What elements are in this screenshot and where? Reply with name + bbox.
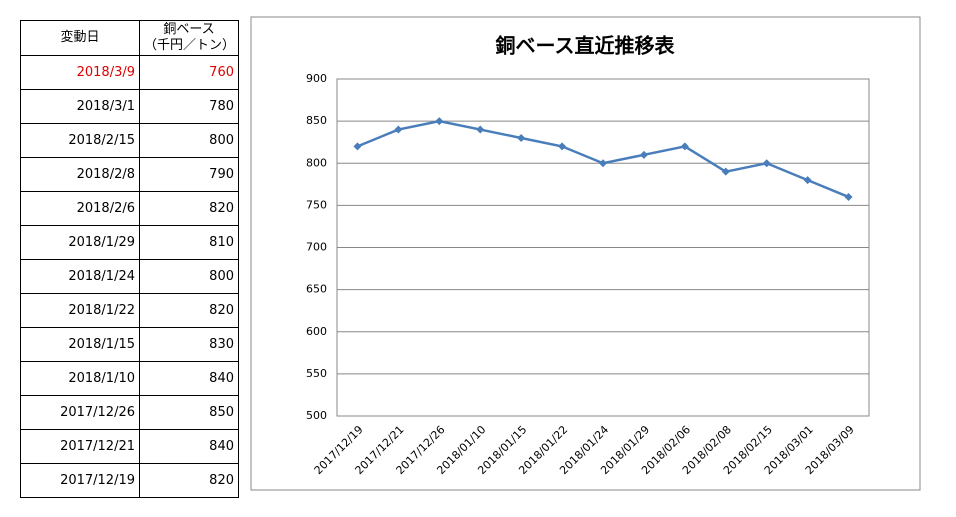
table-row: 2018/3/1 780 bbox=[20, 89, 239, 124]
price-cell: 820 bbox=[139, 463, 239, 498]
price-cell: 830 bbox=[139, 327, 239, 362]
header-line: 銅ベース bbox=[163, 22, 215, 37]
y-tick-label: 800 bbox=[306, 156, 327, 169]
y-tick-label: 550 bbox=[306, 367, 327, 380]
data-point bbox=[803, 176, 812, 185]
date-cell: 2018/2/15 bbox=[20, 123, 140, 158]
date-cell: 2018/1/15 bbox=[20, 327, 140, 362]
header-row: 変動日 銅ベース （千円／トン） bbox=[20, 20, 239, 56]
data-point bbox=[844, 192, 853, 201]
y-tick-label: 650 bbox=[306, 283, 327, 296]
y-tick-label: 500 bbox=[306, 409, 327, 422]
data-point bbox=[639, 150, 648, 159]
price-cell: 800 bbox=[139, 123, 239, 158]
price-cell: 840 bbox=[139, 361, 239, 396]
date-cell: 2017/12/19 bbox=[20, 463, 140, 498]
table-row: 2018/3/9 760 bbox=[20, 55, 239, 90]
table-row: 2017/12/19 820 bbox=[20, 463, 239, 498]
date-cell: 2018/3/1 bbox=[20, 89, 140, 124]
y-tick-label: 700 bbox=[306, 241, 327, 254]
table-row: 2018/2/6 820 bbox=[20, 191, 239, 226]
date-cell: 2017/12/21 bbox=[20, 429, 140, 464]
table-row: 2018/2/15 800 bbox=[20, 123, 239, 158]
data-point bbox=[680, 142, 689, 151]
header-cell: 変動日 bbox=[20, 20, 140, 56]
y-tick-label: 750 bbox=[306, 198, 327, 211]
data-point bbox=[558, 142, 567, 151]
price-cell: 800 bbox=[139, 259, 239, 294]
data-point bbox=[721, 167, 730, 176]
data-point bbox=[762, 159, 771, 168]
y-tick-label: 600 bbox=[306, 325, 327, 338]
date-cell: 2018/2/6 bbox=[20, 191, 140, 226]
table-row: 2018/1/15 830 bbox=[20, 327, 239, 362]
data-point bbox=[476, 125, 485, 134]
chart-frame bbox=[250, 16, 921, 491]
table-row: 2017/12/26 850 bbox=[20, 395, 239, 430]
price-table: 変動日 銅ベース （千円／トン） 2018/3/9 760 2018/3/1 780 20… bbox=[20, 20, 239, 498]
date-cell: 2018/3/9 bbox=[20, 55, 140, 90]
data-point bbox=[517, 133, 526, 142]
data-point bbox=[394, 125, 403, 134]
data-point bbox=[599, 159, 607, 168]
header-cell: 銅ベース （千円／トン） bbox=[139, 20, 239, 56]
data-point bbox=[435, 117, 444, 126]
table-row: 2018/1/24 800 bbox=[20, 259, 239, 294]
price-cell: 790 bbox=[139, 157, 239, 192]
chart-title: 銅ベース直近推移表 bbox=[496, 34, 676, 58]
y-tick-label: 850 bbox=[306, 114, 327, 127]
y-tick-label: 900 bbox=[306, 72, 327, 85]
price-cell: 820 bbox=[139, 191, 239, 226]
data-point bbox=[353, 142, 362, 151]
date-cell: 2018/1/22 bbox=[20, 293, 140, 328]
price-cell: 760 bbox=[139, 55, 239, 90]
price-cell: 810 bbox=[139, 225, 239, 260]
header-line: （千円／トン） bbox=[144, 38, 236, 53]
